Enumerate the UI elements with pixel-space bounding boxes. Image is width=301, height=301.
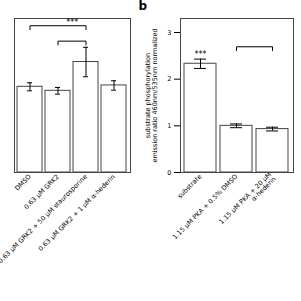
svg-text:3: 3 xyxy=(167,29,171,37)
svg-text:2: 2 xyxy=(167,75,171,83)
svg-text:0: 0 xyxy=(167,169,171,177)
svg-text:b: b xyxy=(139,0,148,13)
svg-text:substrate phosphorylationemiss: substrate phosphorylationemission ratio … xyxy=(144,28,159,162)
svg-text:substrate: substrate xyxy=(176,173,203,200)
svg-text:***: *** xyxy=(195,50,207,59)
svg-text:DMSO: DMSO xyxy=(13,173,33,193)
svg-text:1.15 μM PKA + 0.5% DMSO: 1.15 μM PKA + 0.5% DMSO xyxy=(171,173,240,242)
svg-text:0.63 μM GRK2 + 1 μM α-hederin: 0.63 μM GRK2 + 1 μM α-hederin xyxy=(37,173,117,253)
svg-text:1: 1 xyxy=(167,122,171,130)
svg-text:1.15 μM PKA + 20 μMα-hederin: 1.15 μM PKA + 20 μMα-hederin xyxy=(218,170,278,230)
